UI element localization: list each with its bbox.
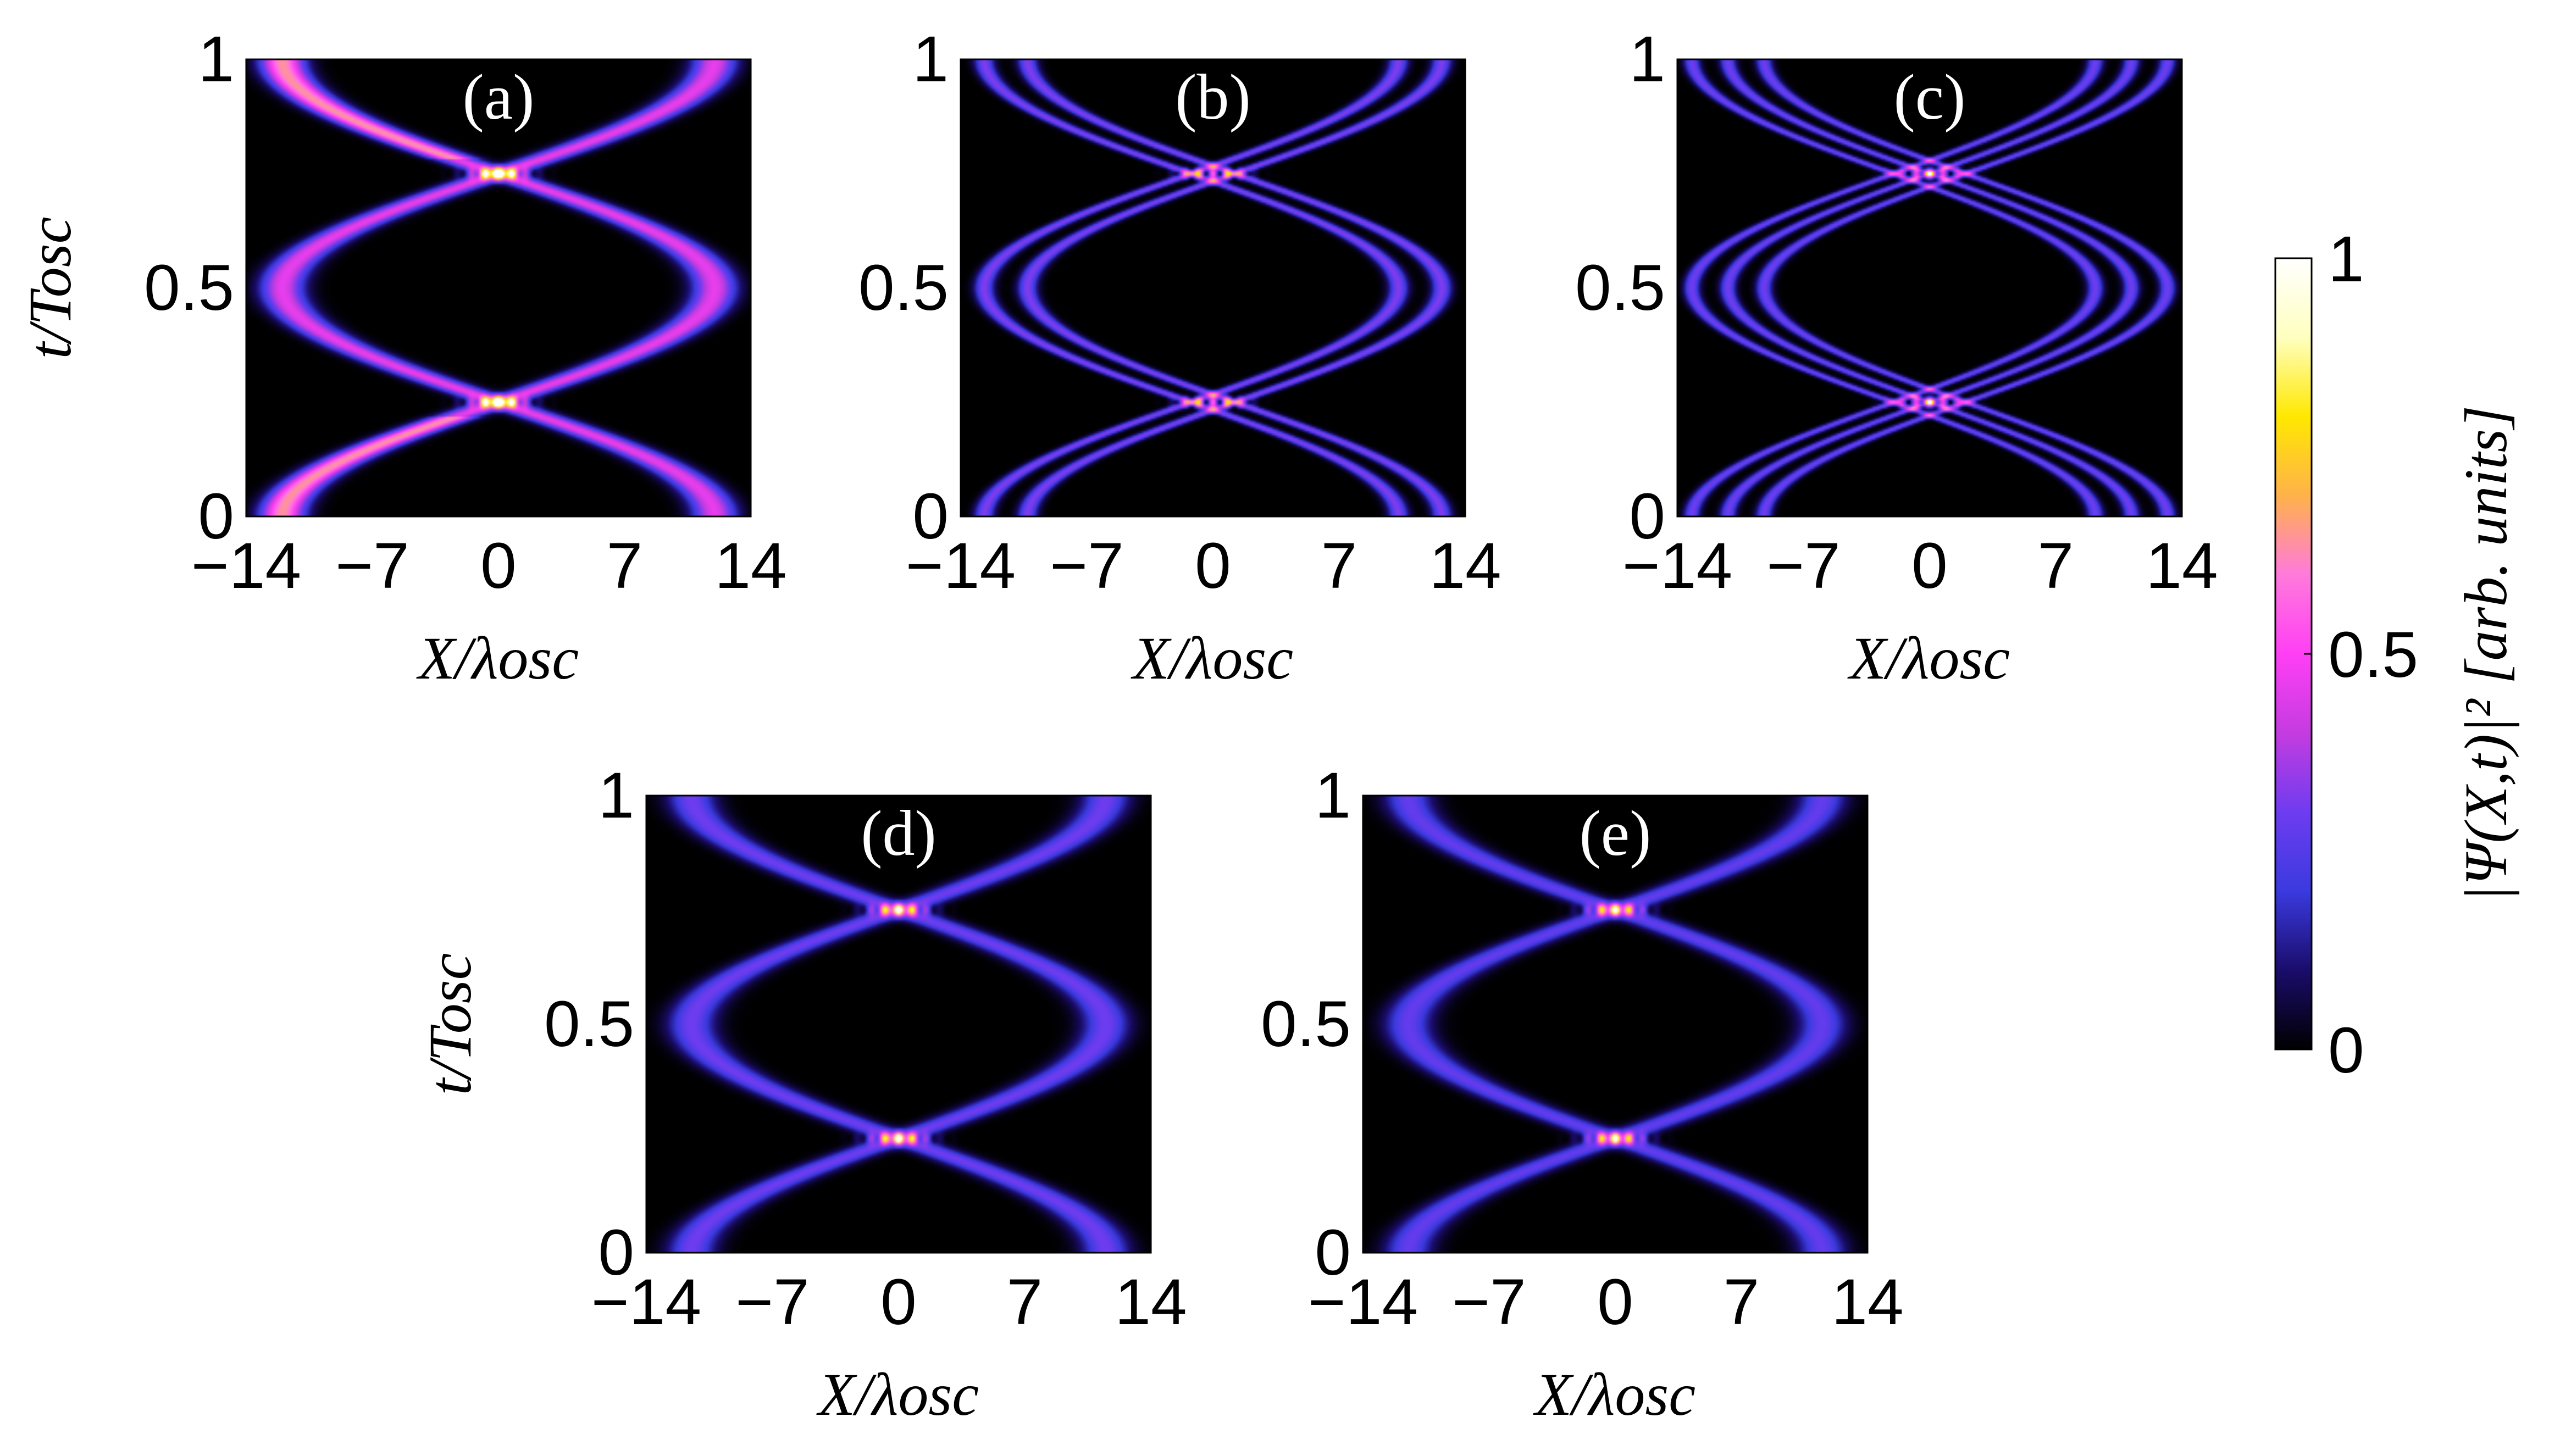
x-tick-label: 14: [2146, 530, 2218, 602]
y-tick-label: 0: [912, 480, 949, 553]
y-tick-label: 1: [198, 23, 234, 96]
heatmap-image: [1363, 796, 1868, 1253]
panel-label: (d): [861, 797, 937, 869]
colorbar-tick-label: 1: [2328, 223, 2364, 296]
y-tick-label: 1: [912, 23, 949, 96]
x-tick-label: 0: [1597, 1266, 1633, 1338]
x-tick-label: 0: [1195, 530, 1231, 602]
x-tick-label: 0: [480, 530, 517, 602]
x-tick-label: −7: [1050, 530, 1124, 602]
panel-label: (a): [463, 61, 535, 133]
y-tick-label: 0.5: [858, 252, 949, 324]
x-tick-label: 14: [1429, 530, 1501, 602]
y-tick-label: 0: [1315, 1216, 1351, 1289]
x-tick-label: 7: [2038, 530, 2074, 602]
heatmap-image: [961, 59, 1465, 516]
x-tick-label: 0: [880, 1266, 917, 1338]
y-tick-label: 0: [1629, 480, 1665, 553]
heatmap-image: [646, 796, 1151, 1253]
panel-label: (e): [1580, 797, 1652, 869]
panel-label: (c): [1894, 61, 1966, 133]
y-axis-label: t/Tosc: [16, 217, 84, 359]
x-tick-label: −7: [335, 530, 409, 602]
x-tick-label: −7: [735, 1266, 810, 1338]
colorbar-label: |Ψ(X,t)|² [arb. units]: [2452, 405, 2519, 902]
x-axis-label: X/λosc: [1131, 625, 1293, 692]
x-tick-label: 14: [1831, 1266, 1903, 1338]
x-tick-label: −14: [1622, 530, 1732, 602]
y-tick-label: 0.5: [544, 988, 634, 1060]
y-tick-label: 0: [598, 1216, 634, 1289]
x-axis-label: X/λosc: [1533, 1361, 1695, 1428]
y-tick-label: 0: [198, 480, 234, 553]
panel-d: −14 −7 0 7 14 0 0.5 1 X/λosc t/Tosc (d): [417, 759, 1187, 1428]
y-tick-label: 0.5: [1261, 988, 1351, 1060]
x-axis-label: X/λosc: [416, 625, 579, 692]
y-tick-label: 1: [1315, 759, 1351, 832]
x-tick-label: 7: [1007, 1266, 1043, 1338]
x-axis-label: X/λosc: [1847, 625, 2010, 692]
panel-label: (b): [1175, 61, 1251, 133]
x-axis-label: X/λosc: [816, 1361, 979, 1428]
x-tick-label: 14: [714, 530, 786, 602]
axes-frame: [960, 58, 1466, 518]
x-tick-label: 7: [607, 530, 643, 602]
x-tick-label: −7: [1452, 1266, 1526, 1338]
colorbar-tick-label: 0: [2328, 1014, 2364, 1087]
x-tick-label: −14: [191, 530, 301, 602]
panel-e: −14 −7 0 7 14 0 0.5 1 X/λosc (e): [1261, 759, 1904, 1428]
y-tick-label: 0.5: [1575, 252, 1665, 324]
y-tick-label: 1: [598, 759, 634, 832]
colorbar: 0 0.5 1 |Ψ(X,t)|² [arb. units]: [2274, 223, 2519, 1087]
heatmap-image: [1677, 59, 2182, 516]
axes-frame: [245, 58, 752, 518]
heatmap-image: [246, 59, 751, 516]
y-tick-label: 0.5: [144, 252, 234, 324]
panel-c: −14 −7 0 7 14 0 0.5 1 X/λosc (c): [1575, 23, 2218, 692]
y-tick-label: 1: [1629, 23, 1665, 96]
x-tick-label: 0: [1911, 530, 1948, 602]
x-tick-label: 14: [1115, 1266, 1187, 1338]
colorbar-tick-label: 0.5: [2328, 619, 2418, 691]
axes-frame: [1362, 794, 1869, 1254]
x-tick-label: −14: [906, 530, 1016, 602]
axes-frame: [1676, 58, 2183, 518]
axes-frame: [645, 794, 1152, 1254]
panel-a: −14 −7 0 7 14 0 0.5 1 X/λosc t/Tosc (a): [16, 23, 787, 692]
x-tick-label: −14: [1308, 1266, 1418, 1338]
x-tick-label: 7: [1321, 530, 1357, 602]
y-axis-label: t/Tosc: [417, 953, 484, 1096]
x-tick-label: −14: [591, 1266, 701, 1338]
x-tick-label: 7: [1724, 1266, 1760, 1338]
x-tick-label: −7: [1766, 530, 1841, 602]
panel-b: −14 −7 0 7 14 0 0.5 1 X/λosc (b): [858, 23, 1501, 692]
